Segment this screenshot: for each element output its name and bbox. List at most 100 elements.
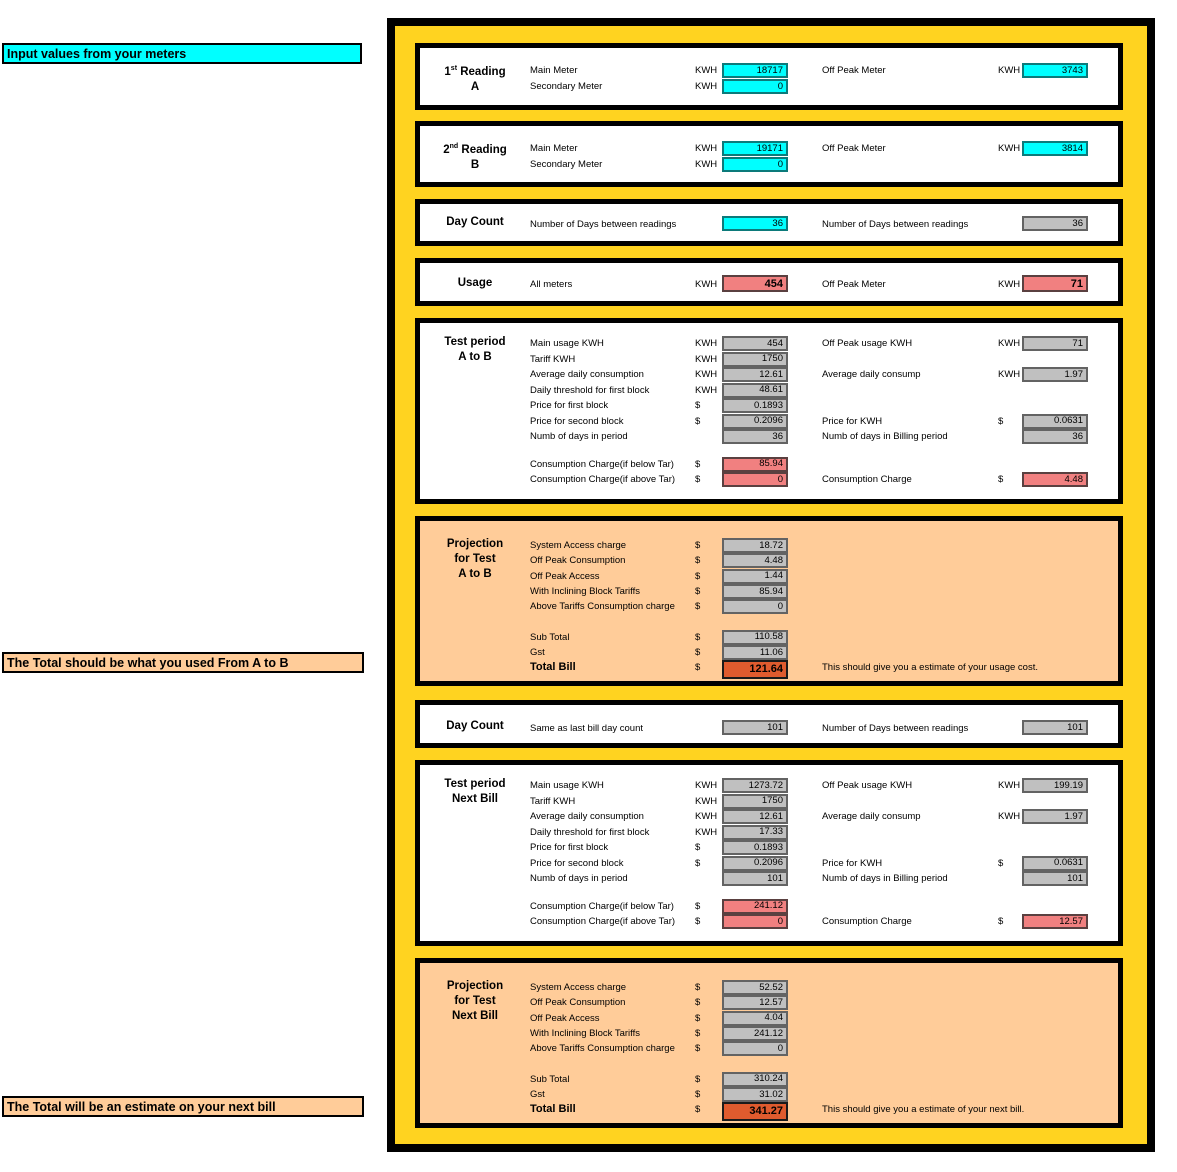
system-access-charge-value-cell: 52.52 xyxy=(722,980,788,995)
days-in-period-label-2: Numb of days in Billing period xyxy=(822,873,948,884)
all-meters-usage-unit: KWH xyxy=(695,279,718,290)
system-access-charge-value-cell: 18.72 xyxy=(722,538,788,553)
total-bill-note: This should give you a estimate of your … xyxy=(822,662,1038,674)
consumption-above-tar-unit-2: $ xyxy=(998,916,1004,927)
main-meter-value-cell[interactable]: 18717 xyxy=(722,63,788,78)
tariff-value-cell: 1750 xyxy=(722,793,788,809)
consumption-below-tar-value-cell: 241.12 xyxy=(722,898,788,914)
consumption-below-tar-value-cell: 85.94 xyxy=(722,456,788,472)
off-peak-consumption-value-cell: 12.57 xyxy=(722,995,788,1011)
consumption-above-tar-value-cell-2: 12.57 xyxy=(1022,914,1088,929)
above-tariffs-charge-value-cell: 0 xyxy=(722,599,788,615)
avg-daily-label-2: Average daily consump xyxy=(822,811,921,822)
all-meters-usage-unit-2: KWH xyxy=(998,279,1021,290)
sub-total-unit: $ xyxy=(695,1073,701,1085)
total-bill-unit: $ xyxy=(695,662,701,674)
days-between-readings-label-2: Number of Days between readings xyxy=(822,219,969,230)
main-usage-unit-2: KWH xyxy=(998,338,1021,349)
consumption-above-tar-unit-2: $ xyxy=(998,474,1004,485)
off-peak-access-value-cell: 4.04 xyxy=(722,1010,788,1026)
consumption-below-tar-label: Consumption Charge(if below Tar) xyxy=(530,900,674,912)
secondary-meter-value-cell[interactable]: 0 xyxy=(722,157,788,172)
header-text: 1 xyxy=(444,65,451,78)
gst-unit: $ xyxy=(695,646,701,658)
consumption-above-tar-label-2: Consumption Charge xyxy=(822,916,912,927)
days-in-period-label: Numb of days in period xyxy=(530,873,628,884)
row-avg-daily: Average daily consumption KWH 12.61 Average… xyxy=(420,367,1118,383)
row-consumption-above-tar: Consumption Charge(if above Tar) $0 Consum… xyxy=(420,472,1118,488)
row-system-access-charge: System Access charge $52.52 xyxy=(420,980,1118,995)
tariff-value-cell: 1750 xyxy=(722,351,788,367)
price-second-block-value-cell: 0.2096 xyxy=(722,413,788,429)
inclining-block-tariffs-value-cell: 85.94 xyxy=(722,583,788,599)
gst-value-cell: 11.06 xyxy=(722,644,788,660)
main-meter-unit: KWH xyxy=(695,65,718,76)
main-meter-unit: KWH xyxy=(695,143,718,154)
days-between-readings-value-cell[interactable]: 36 xyxy=(722,216,788,231)
main-meter-value-cell-2[interactable]: 3743 xyxy=(1022,63,1088,78)
daily-threshold-label: Daily threshold for first block xyxy=(530,826,650,838)
row-consumption-below-tar: Consumption Charge(if below Tar) $85.94 xyxy=(420,456,1118,473)
gst-label: Gst xyxy=(530,646,545,658)
header-text: Reading xyxy=(457,65,506,78)
header-text: B xyxy=(470,158,480,171)
above-tariffs-charge-unit: $ xyxy=(695,601,701,613)
main-meter-value-cell-2[interactable]: 3814 xyxy=(1022,141,1088,156)
avg-daily-label: Average daily consumption xyxy=(530,811,644,822)
row-off-peak-consumption: Off Peak Consumption $4.48 xyxy=(420,553,1118,569)
off-peak-consumption-value-cell: 4.48 xyxy=(722,553,788,569)
price-first-block-label: Price for first block xyxy=(530,400,609,411)
price-second-block-unit: $ xyxy=(695,415,701,427)
main-usage-value-cell: 454 xyxy=(722,336,788,351)
main-usage-label-2: Off Peak usage KWH xyxy=(822,338,913,349)
price-second-block-label-2: Price for KWH xyxy=(822,857,883,869)
row-consumption-above-tar: Consumption Charge(if above Tar) $0 Consum… xyxy=(420,914,1118,930)
total-bill-value-cell: 341.27 xyxy=(722,1102,788,1122)
inclining-block-tariffs-unit: $ xyxy=(695,585,701,597)
header-text: Test period xyxy=(444,336,506,348)
price-second-block-label: Price for second block xyxy=(530,857,624,869)
row-sub-total: Sub Total $310.24 xyxy=(420,1071,1118,1087)
section-header-day-count-2: Day Count xyxy=(425,719,525,734)
main-meter-unit-2: KWH xyxy=(998,143,1021,154)
off-peak-access-value-cell: 1.44 xyxy=(722,568,788,584)
off-peak-access-unit: $ xyxy=(695,570,701,582)
price-first-block-label: Price for first block xyxy=(530,842,609,853)
off-peak-consumption-unit: $ xyxy=(695,555,701,567)
header-text: A xyxy=(470,80,480,93)
consumption-above-tar-value-cell: 0 xyxy=(722,914,788,929)
secondary-meter-label: Secondary Meter xyxy=(530,159,603,170)
row-main-meter: Main Meter KWH 19171 Off Peak Meter KWH 3814 xyxy=(420,141,1118,157)
days-between-readings-label: Number of Days between readings xyxy=(530,219,677,230)
price-second-block-value-cell-2: 0.0631 xyxy=(1022,413,1088,429)
consumption-above-tar-label: Consumption Charge(if above Tar) xyxy=(530,474,676,485)
main-meter-label: Main Meter xyxy=(530,143,578,154)
price-second-block-unit: $ xyxy=(695,857,701,869)
row-price-second-block: Price for second block $0.2096 Price for K… xyxy=(420,855,1118,872)
row-days-between-readings: Number of Days between readings 36 Number … xyxy=(420,216,1118,234)
days-in-period-value-cell: 36 xyxy=(722,429,788,444)
input-values-hint-label: Input values from your meters xyxy=(2,43,362,64)
avg-daily-label: Average daily consumption xyxy=(530,369,644,380)
off-peak-consumption-label: Off Peak Consumption xyxy=(530,997,626,1009)
tariff-label: Tariff KWH xyxy=(530,795,576,807)
above-tariffs-charge-label: Above Tariffs Consumption charge xyxy=(530,1043,675,1055)
daily-threshold-value-cell: 17.33 xyxy=(722,824,788,840)
inclining-block-tariffs-value-cell: 241.12 xyxy=(722,1025,788,1041)
gst-label: Gst xyxy=(530,1088,545,1100)
avg-daily-value-cell: 12.61 xyxy=(722,809,788,824)
main-meter-value-cell[interactable]: 19171 xyxy=(722,141,788,156)
row-tariff: Tariff KWH KWH 1750 xyxy=(420,351,1118,368)
section-day-count-2: Day Count Same as last bill day count 101 N… xyxy=(415,700,1123,748)
days-in-period-label-2: Numb of days in Billing period xyxy=(822,431,948,442)
section-test-period-next-bill: Test period Next Bill Main usage KWH KWH 127… xyxy=(415,760,1123,946)
system-access-charge-unit: $ xyxy=(695,540,701,551)
tariff-label: Tariff KWH xyxy=(530,353,576,365)
days-in-period-value-cell-2: 36 xyxy=(1022,429,1088,444)
off-peak-consumption-unit: $ xyxy=(695,997,701,1009)
secondary-meter-value-cell[interactable]: 0 xyxy=(722,79,788,94)
main-usage-value-cell-2: 71 xyxy=(1022,336,1088,351)
row-main-meter: Main Meter KWH 18717 Off Peak Meter KWH 3743 xyxy=(420,63,1118,79)
above-tariffs-charge-unit: $ xyxy=(695,1043,701,1055)
main-meter-label: Main Meter xyxy=(530,65,578,76)
